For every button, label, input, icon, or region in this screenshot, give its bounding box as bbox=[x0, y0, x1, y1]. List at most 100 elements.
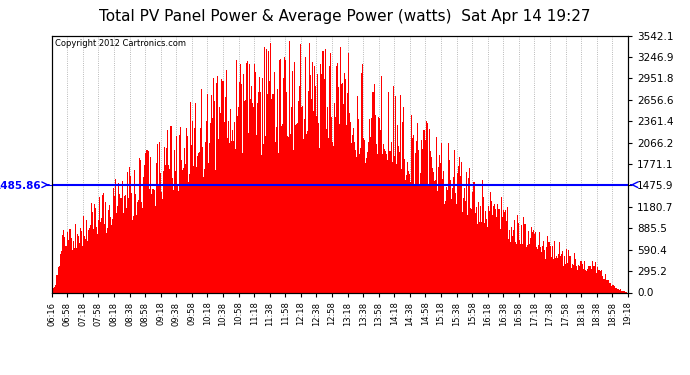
Bar bbox=[444, 204, 445, 292]
Bar bbox=[607, 280, 608, 292]
Bar bbox=[351, 143, 353, 292]
Bar bbox=[429, 129, 431, 292]
Bar bbox=[109, 205, 110, 292]
Bar bbox=[503, 210, 504, 292]
Bar bbox=[163, 171, 164, 292]
Bar bbox=[204, 170, 205, 292]
Bar bbox=[332, 142, 333, 292]
Bar bbox=[544, 259, 546, 292]
Bar bbox=[70, 237, 72, 292]
Bar bbox=[546, 236, 548, 292]
Bar bbox=[108, 210, 109, 292]
Bar bbox=[162, 198, 163, 292]
Bar bbox=[262, 78, 263, 292]
Bar bbox=[553, 259, 554, 292]
Bar bbox=[193, 166, 194, 292]
Bar bbox=[522, 217, 524, 292]
Bar bbox=[152, 189, 153, 292]
Bar bbox=[440, 163, 441, 292]
Bar bbox=[378, 117, 380, 292]
Bar bbox=[164, 147, 165, 292]
Bar bbox=[566, 249, 567, 292]
Bar bbox=[432, 168, 433, 292]
Bar bbox=[533, 230, 534, 292]
Bar bbox=[282, 124, 283, 292]
Bar bbox=[302, 106, 304, 292]
Bar bbox=[486, 219, 487, 292]
Bar bbox=[208, 163, 209, 292]
Bar bbox=[346, 96, 348, 292]
Bar bbox=[294, 62, 295, 292]
Bar bbox=[246, 134, 248, 292]
Bar bbox=[304, 119, 305, 292]
Bar bbox=[441, 144, 442, 292]
Bar bbox=[255, 72, 256, 292]
Bar bbox=[261, 155, 262, 292]
Bar bbox=[338, 87, 339, 292]
Bar bbox=[518, 223, 519, 292]
Bar bbox=[524, 224, 526, 292]
Bar bbox=[129, 167, 130, 292]
Bar bbox=[192, 121, 193, 292]
Bar bbox=[260, 92, 261, 292]
Bar bbox=[135, 194, 136, 292]
Bar bbox=[591, 269, 592, 292]
Bar bbox=[497, 229, 499, 292]
Bar bbox=[458, 166, 459, 292]
Bar bbox=[564, 256, 565, 292]
Bar bbox=[224, 122, 226, 292]
Bar bbox=[189, 174, 190, 292]
Bar bbox=[505, 210, 506, 292]
Bar bbox=[134, 170, 135, 292]
Bar bbox=[324, 78, 326, 292]
Bar bbox=[310, 75, 311, 292]
Bar bbox=[313, 111, 314, 292]
Bar bbox=[112, 219, 113, 292]
Bar bbox=[593, 266, 594, 292]
Bar bbox=[280, 59, 282, 292]
Bar bbox=[148, 151, 150, 292]
Bar bbox=[433, 172, 434, 292]
Bar bbox=[60, 254, 61, 292]
Bar bbox=[620, 290, 621, 292]
Bar bbox=[502, 217, 504, 292]
Bar bbox=[256, 135, 257, 292]
Bar bbox=[521, 225, 522, 292]
Bar bbox=[270, 152, 272, 292]
Bar bbox=[529, 244, 531, 292]
Bar bbox=[383, 144, 384, 292]
Bar bbox=[430, 151, 431, 292]
Bar bbox=[176, 136, 177, 292]
Bar bbox=[250, 99, 251, 292]
Bar bbox=[360, 148, 361, 292]
Bar bbox=[404, 159, 405, 292]
Bar bbox=[473, 182, 475, 292]
Bar bbox=[519, 240, 520, 292]
Bar bbox=[243, 74, 244, 292]
Bar bbox=[393, 156, 395, 292]
Bar bbox=[188, 182, 189, 292]
Bar bbox=[443, 171, 444, 292]
Bar bbox=[542, 246, 543, 292]
Bar bbox=[535, 232, 536, 292]
Bar bbox=[222, 81, 224, 292]
Bar bbox=[215, 171, 216, 292]
Bar bbox=[357, 96, 358, 292]
Bar bbox=[251, 86, 253, 292]
Bar bbox=[217, 76, 218, 292]
Bar bbox=[490, 192, 491, 292]
Bar bbox=[471, 209, 472, 292]
Bar bbox=[315, 86, 316, 292]
Bar bbox=[561, 254, 562, 292]
Bar bbox=[271, 99, 273, 292]
Bar bbox=[549, 246, 551, 292]
Bar bbox=[573, 253, 575, 292]
Bar bbox=[495, 217, 497, 292]
Bar bbox=[425, 140, 426, 292]
Bar bbox=[388, 92, 389, 292]
Bar bbox=[331, 117, 332, 292]
Bar bbox=[180, 127, 181, 292]
Bar bbox=[226, 70, 227, 292]
Bar bbox=[171, 195, 172, 292]
Bar bbox=[457, 174, 458, 292]
